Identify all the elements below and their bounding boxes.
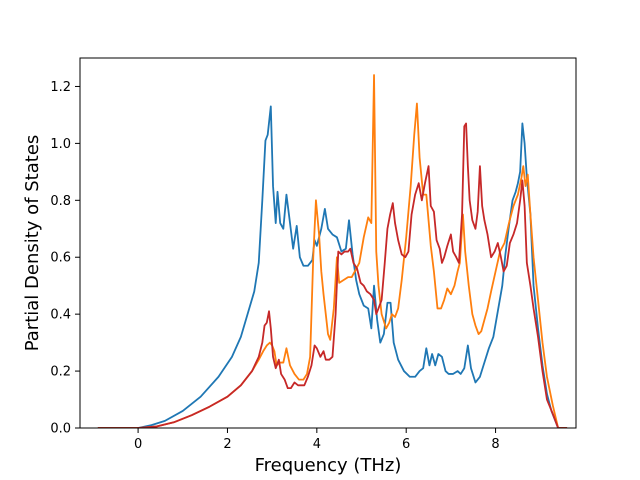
y-tick-label: 1.2 [50, 80, 71, 95]
x-axis-title: Frequency (THz) [255, 455, 402, 476]
x-tick-label: 6 [402, 437, 410, 452]
y-tick-label: 0.4 [50, 308, 71, 323]
series-line-1 [97, 105, 568, 428]
x-tick-label: 8 [491, 437, 499, 452]
y-tick-label: 0.8 [50, 194, 71, 209]
ticks-layer: 0 2 4 6 8 0.0 0.2 0.4 0.6 0.8 1.0 1.2 [50, 80, 499, 452]
series-line-3 [97, 122, 568, 428]
x-tick-label: 0 [134, 437, 142, 452]
y-axis-title: Partial Density of States [22, 135, 43, 352]
x-tick-label: 2 [223, 437, 231, 452]
y-tick-label: 1.0 [50, 137, 71, 152]
series-layer [97, 74, 568, 428]
plot-frame [79, 57, 577, 429]
series-line-2 [97, 74, 568, 428]
y-tick-label: 0.0 [50, 422, 71, 437]
x-tick-label: 4 [313, 437, 321, 452]
y-tick-label: 0.2 [50, 365, 71, 380]
y-tick-label: 0.6 [50, 251, 71, 266]
